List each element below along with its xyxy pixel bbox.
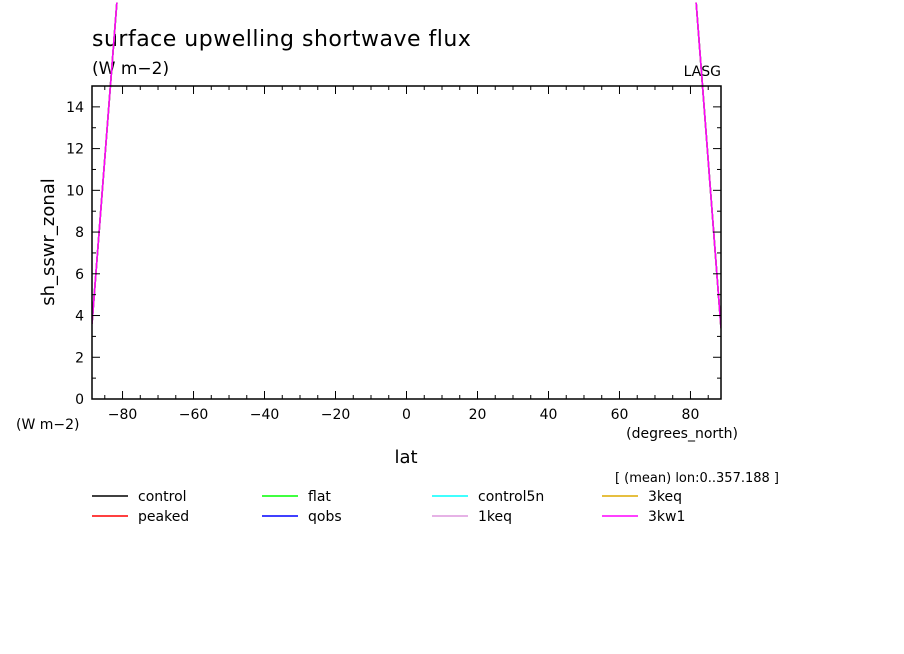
legend-label-3kw1: 3kw1	[648, 509, 685, 525]
series-line-3kw1-north	[695, 2, 721, 329]
legend-label-control5n: control5n	[478, 489, 544, 505]
y-axis: 0 2 4 6 8 10 12 14	[66, 100, 721, 408]
y-tick-label: 4	[75, 309, 84, 325]
x-tick-label: 80	[682, 407, 700, 423]
x-tick-label: 40	[540, 407, 558, 423]
x-tick-label: −80	[108, 407, 138, 423]
x-axis-label: lat	[394, 447, 417, 468]
y-axis-unit: (W m−2)	[16, 417, 80, 433]
x-tick-label: 20	[469, 407, 487, 423]
x-tick-label: 60	[611, 407, 629, 423]
y-tick-label: 10	[66, 183, 84, 199]
y-tick-label: 6	[75, 267, 84, 283]
y-axis-label: sh_sswr_zonal	[38, 178, 59, 306]
series-line-3kw1-south	[92, 2, 118, 324]
x-tick-label: −20	[321, 407, 351, 423]
y-tick-label: 8	[75, 225, 84, 241]
mean-annotation: [ (mean) lon:0..357.188 ]	[615, 471, 779, 486]
chart-subtitle: (W m−2)	[92, 59, 169, 79]
x-tick-label: 0	[402, 407, 411, 423]
x-tick-label: −60	[179, 407, 209, 423]
chart-title: surface upwelling shortwave flux	[92, 27, 471, 52]
legend-label-3keq: 3keq	[648, 489, 682, 505]
y-tick-label: 2	[75, 350, 84, 366]
x-axis-unit: (degrees_north)	[626, 426, 738, 442]
x-tick-label: −40	[250, 407, 280, 423]
corner-label: LASG	[684, 64, 721, 80]
legend-label-peaked: peaked	[138, 509, 189, 525]
legend-label-qobs: qobs	[308, 509, 342, 525]
legend-label-1keq: 1keq	[478, 509, 512, 525]
legend-label-control: control	[138, 489, 187, 505]
legend: control peaked flat qobs control5n 1keq 3keq 3k…	[92, 489, 685, 525]
legend-label-flat: flat	[308, 489, 331, 505]
y-tick-label: 14	[66, 100, 84, 116]
y-tick-label: 0	[75, 392, 84, 408]
y-tick-label: 12	[66, 142, 84, 158]
x-axis: −80 −60 −40 −20 0 20 40 60 80	[104, 86, 709, 423]
plot-frame	[91, 85, 722, 400]
